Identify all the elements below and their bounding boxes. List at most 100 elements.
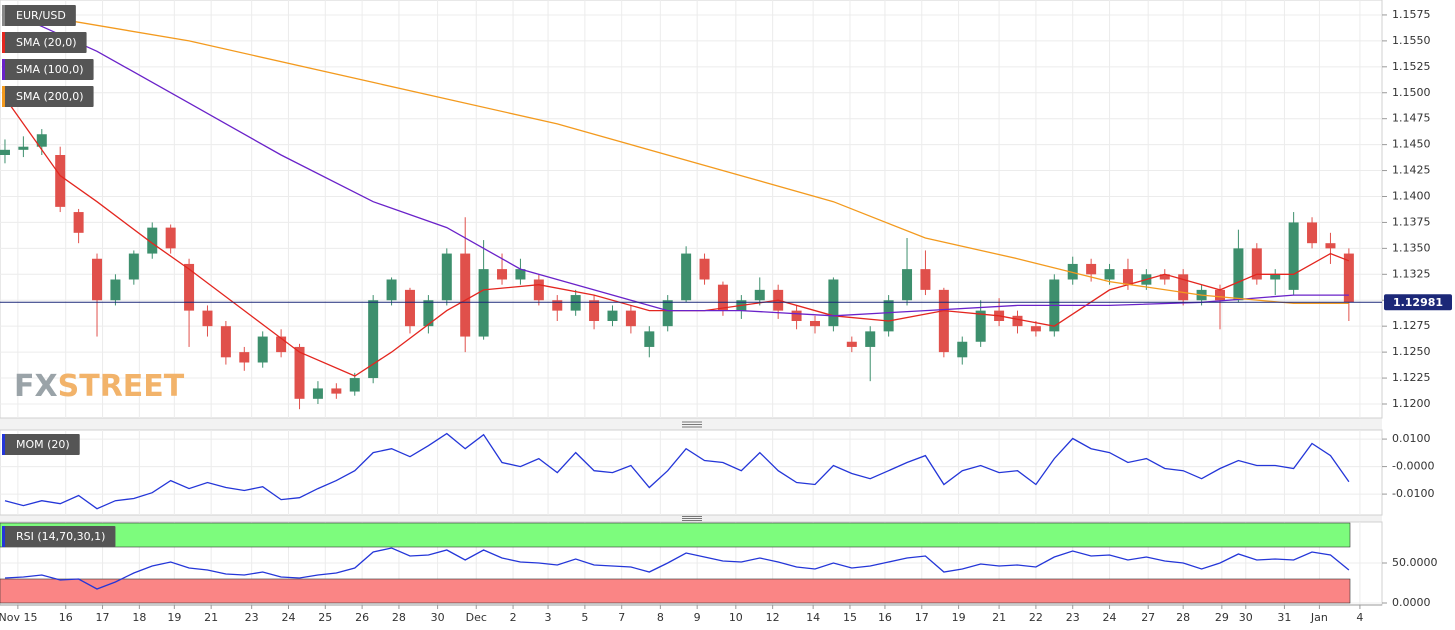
x-tick-label: 30 — [431, 611, 445, 624]
legend-box — [2, 86, 94, 107]
candle-body — [1343, 253, 1354, 303]
candle-body — [1233, 248, 1244, 301]
legend-swatch — [2, 434, 5, 455]
y-tick-label: 1.1350 — [1392, 241, 1431, 254]
y-tick-label: 1.1425 — [1392, 164, 1431, 177]
legend-label: MOM (20) — [16, 438, 70, 451]
x-tick-label: Nov 15 — [0, 611, 37, 624]
y-tick-label: 1.1525 — [1392, 60, 1431, 73]
x-tick-label: 26 — [355, 611, 369, 624]
candle-body — [1251, 248, 1262, 280]
y-tick-label: 1.1450 — [1392, 138, 1431, 151]
x-tick-label: 24 — [1103, 611, 1117, 624]
candle-body — [828, 279, 839, 327]
candle-body — [1325, 243, 1336, 249]
x-tick-label: Jan — [1310, 611, 1328, 624]
candle-body — [36, 134, 47, 147]
watermark: FXSTREET — [14, 369, 185, 404]
x-tick-label: 28 — [1176, 611, 1190, 624]
candle-body — [73, 212, 84, 233]
candle-body — [1030, 326, 1041, 332]
candle-body — [699, 258, 710, 280]
candle-body — [681, 253, 692, 301]
legend-swatch — [2, 59, 5, 80]
legend-label: SMA (20,0) — [16, 36, 77, 49]
legend-box — [2, 526, 116, 547]
x-tick-label: 8 — [657, 611, 664, 624]
candle-body — [1307, 222, 1318, 244]
y-tick-label: 1.1200 — [1392, 397, 1431, 410]
x-tick-label: 28 — [392, 611, 406, 624]
x-tick-label: 19 — [952, 611, 966, 624]
x-tick-label: 22 — [1029, 611, 1043, 624]
x-tick-label: 17 — [96, 611, 110, 624]
x-tick-label: 16 — [59, 611, 73, 624]
y-tick-label: 1.1575 — [1392, 8, 1431, 21]
x-tick-label: 17 — [915, 611, 929, 624]
plot-area — [0, 0, 1383, 419]
candle-body — [902, 269, 913, 301]
candle-body — [441, 253, 452, 301]
candle-body — [607, 310, 618, 321]
x-tick-label: 24 — [281, 611, 295, 624]
band — [0, 578, 1351, 604]
x-tick-label: 16 — [878, 611, 892, 624]
candle-body — [1270, 274, 1281, 280]
legend-label: EUR/USD — [16, 9, 66, 22]
candle-body — [386, 279, 397, 301]
x-tick-label: 5 — [581, 611, 588, 624]
last-price-label: 1.12981 — [1393, 296, 1443, 309]
candle-body — [754, 289, 765, 301]
candle-body — [0, 149, 10, 155]
y-tick-label: 1.1400 — [1392, 189, 1431, 202]
candle-body — [128, 253, 139, 280]
candle-body — [809, 320, 820, 327]
candle-body — [147, 227, 158, 254]
legend-swatch — [2, 5, 5, 26]
candle-body — [791, 310, 802, 321]
y-tick-label: 0.0000 — [1392, 596, 1431, 609]
y-tick-label: 1.1325 — [1392, 267, 1431, 280]
y-tick-label: -0.0000 — [1392, 460, 1434, 473]
candle-body — [165, 227, 176, 249]
indicator-line — [4, 432, 1350, 510]
x-tick-label: 2 — [510, 611, 517, 624]
candle-body — [312, 388, 323, 399]
candle-body — [478, 269, 489, 337]
indicator-line — [4, 547, 1350, 590]
x-tick-label: 30 — [1239, 611, 1253, 624]
x-tick-label: 7 — [618, 611, 625, 624]
candle-body — [938, 289, 949, 353]
candle-body — [1122, 269, 1133, 285]
legend-label: SMA (200,0) — [16, 90, 84, 103]
candle-body — [18, 146, 29, 150]
candle-body — [644, 331, 655, 347]
y-tick-label: 1.1250 — [1392, 345, 1431, 358]
y-tick-label: 1.1500 — [1392, 86, 1431, 99]
candle-body — [1012, 315, 1023, 327]
watermark-street: STREET — [58, 369, 185, 404]
x-tick-label: 15 — [843, 611, 857, 624]
x-tick-label: 19 — [167, 611, 181, 624]
candle-body — [570, 295, 581, 311]
band — [0, 522, 1351, 548]
candle-body — [920, 269, 931, 290]
candle-body — [92, 258, 103, 301]
legend-box — [2, 59, 94, 80]
candle-body — [533, 279, 544, 301]
candle-body — [110, 279, 121, 301]
watermark-fx: FX — [14, 369, 58, 404]
candle-body — [276, 336, 287, 353]
x-tick-label: 27 — [1141, 611, 1155, 624]
candle-body — [957, 341, 968, 358]
candle-body — [423, 300, 434, 327]
legend-box — [2, 32, 87, 53]
x-tick-label: 25 — [318, 611, 332, 624]
y-tick-label: 1.1225 — [1392, 371, 1431, 384]
legend-label: SMA (100,0) — [16, 63, 84, 76]
candle-body — [202, 310, 213, 327]
x-tick-label: 29 — [1215, 611, 1229, 624]
y-tick-label: 1.1275 — [1392, 319, 1431, 332]
